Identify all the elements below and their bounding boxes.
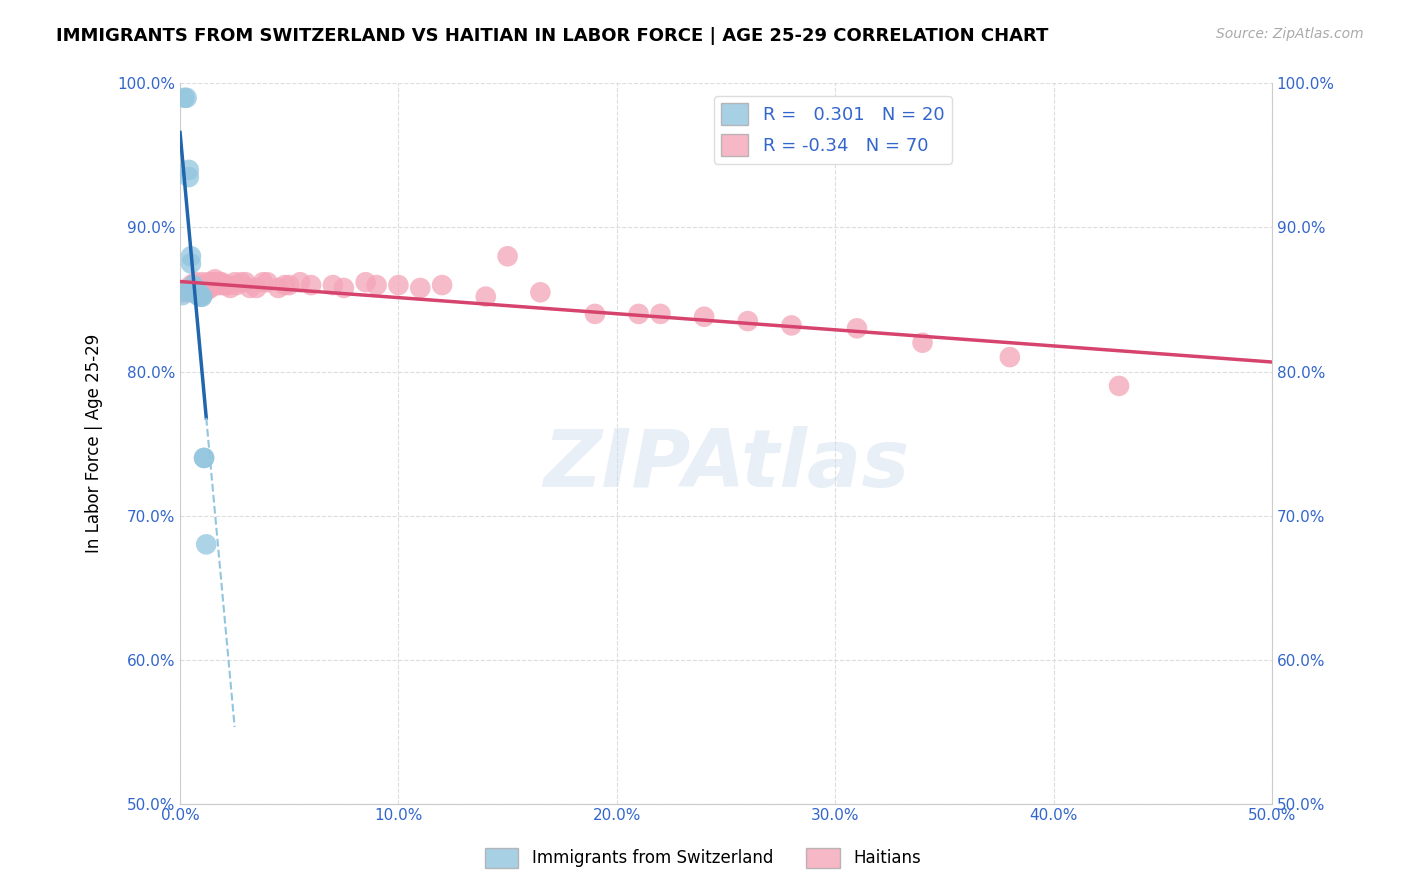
Point bbox=[188, 290, 211, 304]
Point bbox=[184, 285, 207, 300]
Point bbox=[496, 249, 519, 263]
Point bbox=[173, 284, 195, 298]
Point bbox=[195, 281, 218, 295]
Point bbox=[177, 162, 200, 177]
Point bbox=[180, 249, 202, 263]
Point bbox=[191, 275, 214, 289]
Point bbox=[430, 278, 453, 293]
Point bbox=[181, 281, 204, 295]
Point bbox=[186, 284, 208, 298]
Point bbox=[911, 335, 934, 350]
Text: IMMIGRANTS FROM SWITZERLAND VS HAITIAN IN LABOR FORCE | AGE 25-29 CORRELATION CH: IMMIGRANTS FROM SWITZERLAND VS HAITIAN I… bbox=[56, 27, 1049, 45]
Point bbox=[181, 285, 204, 300]
Point bbox=[197, 275, 219, 289]
Text: ZIPAtlas: ZIPAtlas bbox=[543, 426, 910, 504]
Point bbox=[245, 281, 267, 295]
Point bbox=[288, 275, 311, 289]
Point bbox=[193, 281, 215, 295]
Point bbox=[184, 281, 207, 295]
Point bbox=[267, 281, 290, 295]
Point bbox=[195, 284, 218, 298]
Point bbox=[180, 256, 202, 270]
Point bbox=[172, 284, 194, 298]
Point bbox=[204, 278, 226, 293]
Point bbox=[197, 278, 219, 293]
Point bbox=[474, 290, 496, 304]
Point bbox=[1108, 379, 1130, 393]
Point bbox=[172, 288, 194, 302]
Point bbox=[387, 278, 409, 293]
Point bbox=[193, 450, 215, 465]
Point bbox=[176, 285, 198, 300]
Point bbox=[177, 170, 200, 185]
Point bbox=[219, 281, 242, 295]
Point bbox=[208, 278, 231, 293]
Point bbox=[181, 285, 204, 300]
Point bbox=[583, 307, 606, 321]
Point bbox=[693, 310, 716, 324]
Point bbox=[322, 278, 344, 293]
Legend: R =   0.301   N = 20, R = -0.34   N = 70: R = 0.301 N = 20, R = -0.34 N = 70 bbox=[714, 96, 952, 163]
Point bbox=[224, 275, 246, 289]
Point bbox=[998, 350, 1021, 364]
Point bbox=[186, 284, 208, 298]
Point bbox=[180, 278, 202, 293]
Point bbox=[176, 282, 198, 296]
Point bbox=[184, 281, 207, 295]
Point bbox=[205, 275, 228, 289]
Point bbox=[278, 278, 301, 293]
Point bbox=[252, 275, 274, 289]
Point bbox=[193, 450, 215, 465]
Point bbox=[650, 307, 672, 321]
Point bbox=[173, 91, 195, 105]
Point bbox=[225, 278, 247, 293]
Point bbox=[256, 275, 278, 289]
Point bbox=[186, 282, 208, 296]
Point bbox=[191, 281, 214, 295]
Point bbox=[366, 278, 388, 293]
Point bbox=[211, 275, 233, 289]
Legend: Immigrants from Switzerland, Haitians: Immigrants from Switzerland, Haitians bbox=[478, 841, 928, 875]
Point bbox=[409, 281, 432, 295]
Point bbox=[188, 286, 211, 301]
Point bbox=[188, 284, 211, 298]
Point bbox=[186, 286, 208, 301]
Text: Source: ZipAtlas.com: Source: ZipAtlas.com bbox=[1216, 27, 1364, 41]
Point bbox=[231, 275, 253, 289]
Point bbox=[180, 282, 202, 296]
Point bbox=[195, 537, 218, 551]
Point bbox=[235, 275, 257, 289]
Point bbox=[846, 321, 869, 335]
Point bbox=[780, 318, 803, 333]
Point bbox=[204, 272, 226, 286]
Point bbox=[212, 278, 235, 293]
Point bbox=[208, 275, 231, 289]
Point bbox=[181, 278, 204, 293]
Point bbox=[177, 284, 200, 298]
Point bbox=[274, 278, 297, 293]
Point bbox=[627, 307, 650, 321]
Point bbox=[176, 91, 198, 105]
Y-axis label: In Labor Force | Age 25-29: In Labor Force | Age 25-29 bbox=[86, 334, 103, 553]
Point bbox=[197, 281, 219, 295]
Point bbox=[217, 278, 239, 293]
Point bbox=[299, 278, 322, 293]
Point bbox=[529, 285, 551, 300]
Point bbox=[201, 275, 224, 289]
Point bbox=[333, 281, 356, 295]
Point bbox=[191, 290, 214, 304]
Point bbox=[200, 281, 222, 295]
Point bbox=[737, 314, 759, 328]
Point bbox=[191, 290, 214, 304]
Point bbox=[186, 288, 208, 302]
Point bbox=[354, 275, 377, 289]
Point bbox=[215, 278, 238, 293]
Point bbox=[239, 281, 262, 295]
Point bbox=[184, 275, 207, 289]
Point bbox=[191, 285, 214, 300]
Point bbox=[172, 285, 194, 300]
